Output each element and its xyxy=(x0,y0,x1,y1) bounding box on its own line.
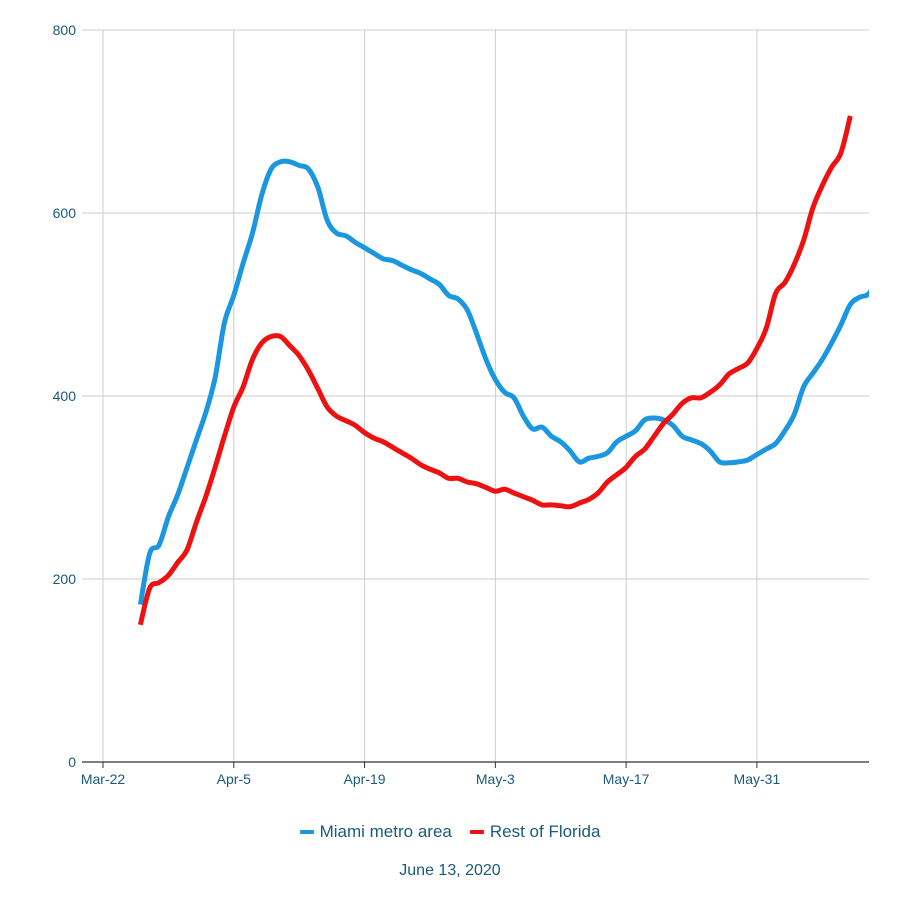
y-tick-label: 200 xyxy=(53,571,77,587)
chart-caption: June 13, 2020 xyxy=(399,862,501,879)
series-lines xyxy=(137,115,869,626)
legend-item-miami: Miami metro area xyxy=(299,822,452,842)
legend-label-rest-of-florida: Rest of Florida xyxy=(489,822,601,841)
x-tick-label: Mar-22 xyxy=(81,771,126,787)
x-tick-label: Apr-19 xyxy=(344,771,386,787)
x-tick-label: Apr-5 xyxy=(217,771,251,787)
series-line-miami-metro-area xyxy=(137,158,869,606)
legend-swatch-rest-of-florida xyxy=(469,830,484,834)
y-tick-label: 400 xyxy=(53,388,77,404)
legend-swatch-miami xyxy=(299,830,314,834)
y-tick-label: 600 xyxy=(53,205,77,221)
y-tick-label: 0 xyxy=(68,754,76,770)
series-line-rest-of-florida xyxy=(137,115,853,626)
x-tick-label: May-31 xyxy=(734,771,781,787)
legend-label-miami: Miami metro area xyxy=(319,822,452,841)
x-tick-label: May-17 xyxy=(603,771,650,787)
x-tick-label: May-3 xyxy=(476,771,515,787)
legend-item-rest-of-florida: Rest of Florida xyxy=(469,822,601,842)
grid-lines xyxy=(82,29,869,762)
legend: Miami metro area Rest of Florida xyxy=(0,822,900,842)
axes: 0 200 400 600 800 Mar-22 Apr-5 Apr-19 May-3 May-1… xyxy=(53,22,869,787)
y-tick-label: 800 xyxy=(53,22,77,38)
